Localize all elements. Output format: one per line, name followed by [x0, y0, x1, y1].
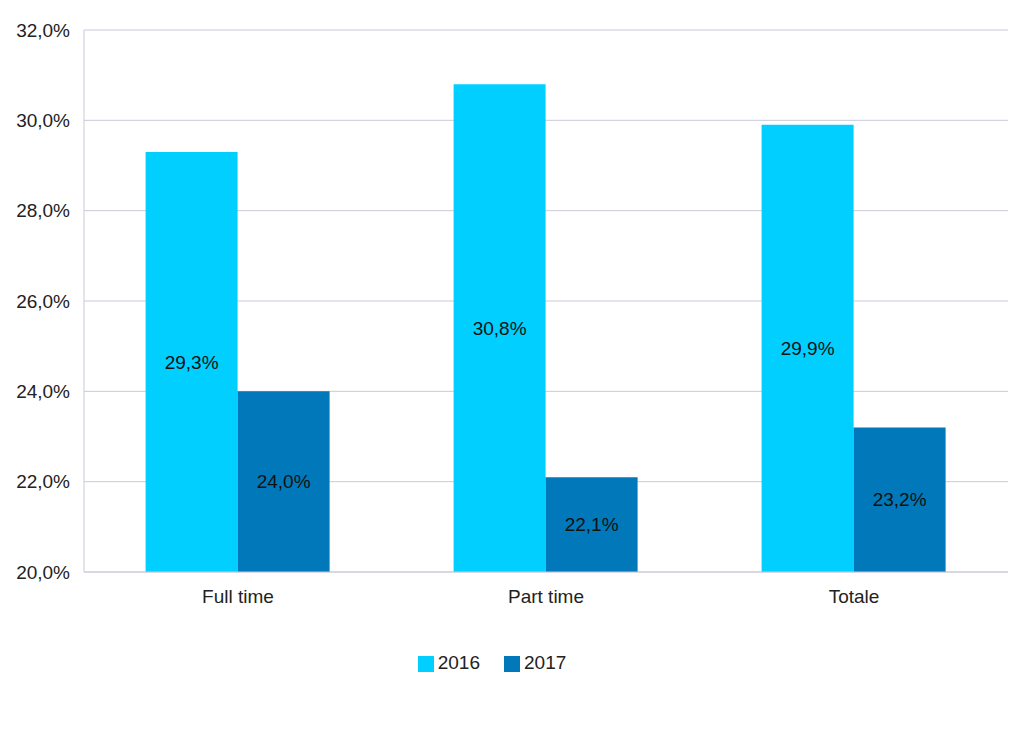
svg-text:29,3%: 29,3% — [165, 352, 219, 373]
svg-text:Totale: Totale — [829, 586, 880, 607]
html-text:2017: 2017 — [524, 652, 567, 673]
svg-text:30,0%: 30,0% — [16, 110, 70, 131]
svg-text:29,9%: 29,9% — [781, 338, 835, 359]
html-text:2016: 2016 — [437, 652, 480, 673]
svg-text:24,0%: 24,0% — [16, 381, 70, 402]
svg-text:Part time: Part time — [508, 586, 584, 607]
svg-text:22,1%: 22,1% — [565, 514, 619, 535]
svg-text:Full time: Full time — [202, 586, 274, 607]
svg-text:30,8%: 30,8% — [473, 318, 527, 339]
svg-text:26,0%: 26,0% — [16, 291, 70, 312]
svg-text:23,2%: 23,2% — [873, 489, 927, 510]
svg-text:20,0%: 20,0% — [16, 562, 70, 583]
svg-text:28,0%: 28,0% — [16, 200, 70, 221]
svg-text:32,0%: 32,0% — [16, 20, 70, 41]
svg-text:24,0%: 24,0% — [257, 471, 311, 492]
svg-text:22,0%: 22,0% — [16, 471, 70, 492]
